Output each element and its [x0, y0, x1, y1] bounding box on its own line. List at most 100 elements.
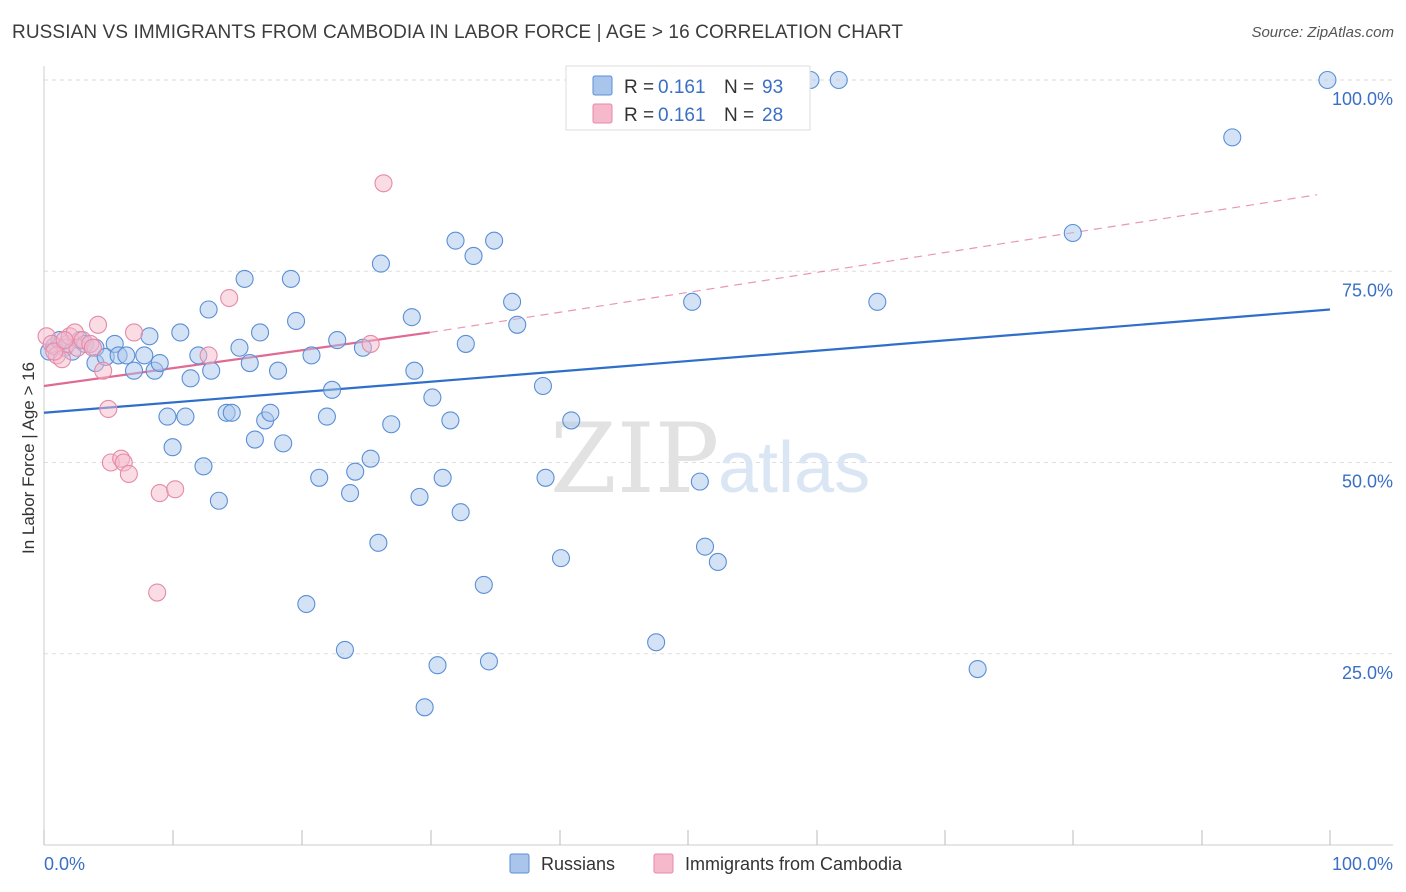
bottom-legend-swatch-cambodia — [653, 853, 674, 874]
point-russians — [274, 434, 293, 453]
legend-n-label: N = — [724, 77, 754, 98]
point-cambodia — [361, 334, 380, 353]
point-cambodia — [55, 331, 74, 350]
point-russians — [456, 334, 475, 353]
point-russians — [415, 698, 434, 717]
point-russians — [158, 407, 177, 426]
bottom-legend-cambodia: Immigrants from Cambodia — [685, 854, 903, 874]
point-russians — [287, 311, 306, 331]
point-russians — [533, 376, 553, 396]
point-cambodia — [88, 315, 108, 334]
trend-line-russians — [43, 308, 1331, 414]
point-cambodia — [99, 399, 118, 419]
point-russians — [250, 323, 270, 342]
point-russians — [441, 411, 460, 430]
point-russians — [194, 457, 213, 476]
legend-n-value-russians: 93 — [762, 77, 783, 98]
point-russians — [485, 231, 504, 250]
point-russians — [150, 353, 169, 373]
point-russians — [536, 468, 555, 487]
point-russians — [446, 231, 465, 250]
point-cambodia — [374, 174, 393, 193]
point-russians — [829, 70, 848, 90]
point-russians — [433, 468, 452, 487]
point-russians — [230, 338, 249, 357]
x-tick-label-min: 0.0% — [44, 854, 85, 874]
point-russians — [261, 403, 280, 422]
point-russians — [361, 449, 380, 468]
point-cambodia — [124, 323, 144, 342]
point-russians — [135, 346, 154, 365]
point-russians — [695, 537, 715, 556]
point-russians — [124, 361, 144, 380]
point-russians — [369, 533, 388, 552]
point-cambodia — [150, 484, 169, 503]
point-russians — [551, 549, 571, 568]
point-russians — [202, 361, 221, 380]
point-russians — [647, 633, 666, 652]
x-tick-label-max: 100.0% — [1332, 854, 1393, 874]
point-russians — [302, 346, 321, 365]
point-cambodia — [148, 583, 167, 602]
point-russians — [410, 487, 429, 506]
point-russians — [474, 575, 493, 594]
point-russians — [222, 403, 241, 422]
point-cambodia — [199, 346, 218, 365]
y-tick-label-100: 100.0% — [1332, 89, 1393, 109]
legend-r-label: R = — [624, 77, 654, 98]
point-russians — [199, 300, 218, 319]
point-russians — [281, 269, 300, 288]
point-russians — [451, 503, 470, 522]
y-tick-label-50: 50.0% — [1342, 472, 1393, 492]
point-russians — [503, 292, 522, 311]
watermark: ZIP atlas — [550, 403, 870, 515]
legend-swatch-russians — [592, 75, 613, 96]
chart-title: RUSSIAN VS IMMIGRANTS FROM CAMBODIA IN L… — [12, 22, 904, 43]
bottom-legend-russians: Russians — [541, 854, 615, 874]
point-russians — [508, 315, 527, 334]
point-russians — [402, 308, 421, 327]
point-russians — [328, 331, 347, 350]
point-russians — [346, 462, 365, 481]
legend-n-value-cambodia: 28 — [762, 105, 783, 126]
point-russians — [868, 292, 887, 311]
point-russians — [1318, 70, 1337, 90]
point-cambodia — [45, 342, 64, 361]
point-russians — [163, 438, 182, 457]
point-cambodia — [94, 361, 113, 380]
point-russians — [323, 380, 342, 399]
source-label: Source: ZipAtlas.com — [1251, 24, 1394, 41]
legend-swatch-cambodia — [592, 103, 613, 124]
y-tick-label-25: 25.0% — [1342, 663, 1393, 683]
point-cambodia — [83, 338, 102, 357]
point-russians — [968, 659, 987, 679]
point-russians — [708, 552, 727, 572]
point-russians — [562, 411, 581, 430]
point-russians — [683, 292, 702, 311]
point-russians — [240, 353, 259, 373]
point-russians — [297, 594, 316, 614]
point-russians — [405, 361, 424, 380]
points — [37, 70, 1337, 717]
legend-n-label-2: N = — [724, 105, 754, 126]
bottom-legend-swatch-russians — [509, 853, 530, 874]
point-russians — [310, 468, 329, 487]
point-russians — [209, 491, 228, 510]
point-russians — [690, 472, 709, 491]
legend-r-label-2: R = — [624, 105, 654, 126]
point-russians — [117, 346, 136, 365]
point-russians — [1223, 128, 1242, 147]
point-russians — [341, 484, 360, 503]
point-russians — [181, 369, 200, 388]
point-russians — [1063, 223, 1082, 243]
legend: R = 0.161 N = 93 R = 0.161 N = 28 — [565, 65, 811, 131]
point-russians — [423, 388, 442, 407]
point-russians — [171, 323, 190, 342]
point-russians — [382, 415, 401, 434]
point-cambodia — [119, 464, 138, 484]
point-russians — [371, 254, 390, 273]
point-cambodia — [220, 288, 239, 308]
point-russians — [479, 652, 499, 671]
trend-line-cambodia-extension — [429, 194, 1318, 334]
